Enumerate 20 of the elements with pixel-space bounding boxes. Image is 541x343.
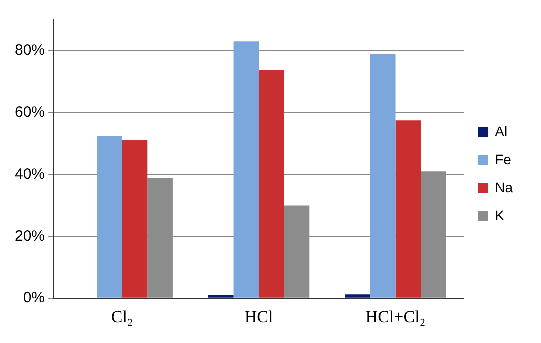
- x-tick-label: Cl₂: [111, 307, 134, 326]
- bar: [208, 295, 234, 298]
- legend-label: K: [495, 207, 506, 224]
- bar: [396, 120, 422, 298]
- bar: [97, 136, 122, 298]
- y-tick-label: 0%: [23, 290, 46, 307]
- bar: [259, 70, 284, 298]
- y-tick-label: 80%: [14, 42, 46, 60]
- bar: [234, 42, 260, 298]
- legend-label: Fe: [495, 151, 512, 168]
- y-tick-label: 20%: [14, 228, 46, 245]
- bar: [345, 294, 370, 298]
- legend-label: Al: [495, 123, 508, 140]
- x-tick-label: HCl+Cl₂: [366, 307, 426, 326]
- bar: [370, 54, 396, 298]
- legend-label: Na: [495, 179, 514, 196]
- y-tick-label: 40%: [14, 166, 46, 183]
- x-tick-label: HCl: [244, 307, 274, 326]
- y-tick-label: 60%: [14, 104, 46, 122]
- bar: [122, 140, 148, 298]
